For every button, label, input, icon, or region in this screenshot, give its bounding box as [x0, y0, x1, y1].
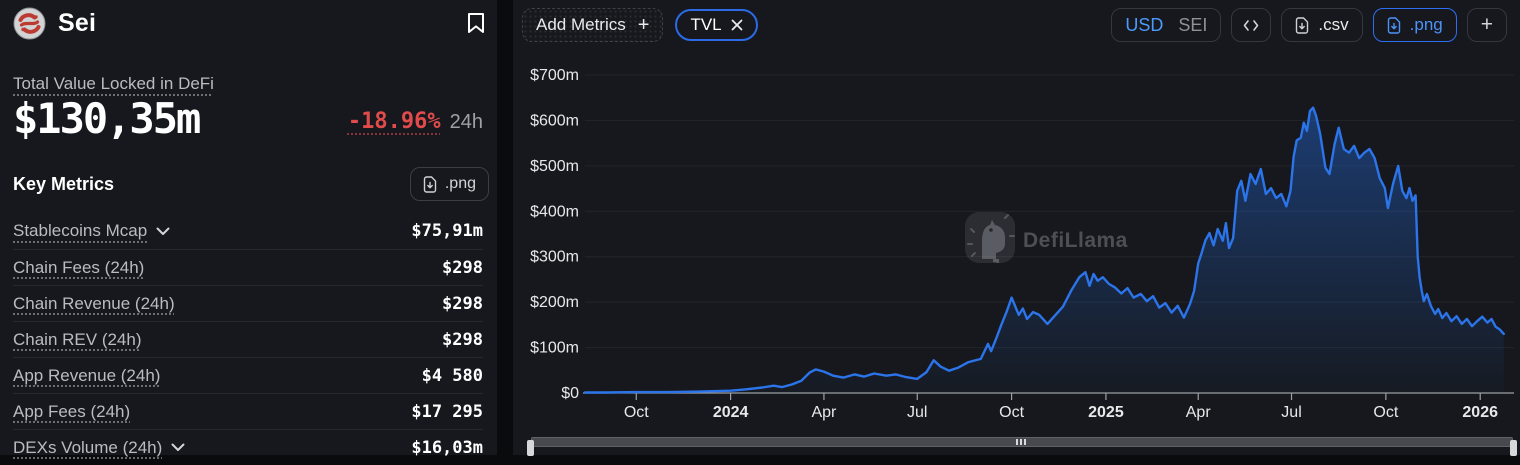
metric-label: App Fees (24h) — [13, 401, 131, 421]
metric-row: Stablecoins Mcap $75,91m — [13, 213, 483, 249]
metric-row: DEXs Volume (24h) $16,03m — [13, 429, 483, 465]
page-title: Sei — [58, 9, 97, 37]
key-metrics-header: Key Metrics .png — [13, 167, 489, 201]
chevron-down-icon[interactable] — [171, 443, 185, 452]
file-download-icon — [423, 175, 437, 193]
chain-brand: Sei — [13, 7, 96, 40]
key-metrics-title: Key Metrics — [13, 173, 115, 194]
download-png-button[interactable]: .png — [1372, 8, 1457, 42]
y-axis-tick-label: $600m — [530, 112, 579, 129]
metric-label: Stablecoins Mcap — [13, 221, 148, 240]
defillama-watermark: DefiLlama — [965, 212, 1128, 263]
chart-zoom-left-handle[interactable] — [527, 440, 534, 456]
y-axis-tick-label: $700m — [530, 67, 579, 84]
metric-value: $298 — [442, 257, 483, 278]
metric-row: App Fees (24h) $17 295 — [13, 393, 483, 429]
llama-silhouette — [982, 220, 1005, 263]
metric-label: Chain Fees (24h) — [13, 257, 145, 277]
x-axis-tick-label: Jul — [907, 404, 927, 421]
chart-zoom-right-handle[interactable] — [1510, 440, 1517, 456]
download-png-label: .png — [444, 175, 476, 192]
sei-logo-icon — [13, 7, 46, 40]
x-axis-tick-label: 2026 — [1462, 404, 1498, 421]
add-metrics-button[interactable]: Add Metrics + — [522, 8, 664, 42]
metric-value: $16,03m — [411, 437, 483, 458]
tvl-change-wrap: -18.96% 24h — [348, 109, 483, 140]
y-axis-tick-label: $500m — [530, 158, 579, 175]
y-axis-tick-label: $300m — [530, 249, 579, 266]
y-axis-tick-label: $400m — [530, 203, 579, 220]
metric-label: Chain REV (24h) — [13, 329, 142, 349]
bookmark-icon — [468, 13, 484, 33]
x-axis-tick-label: Oct — [1373, 404, 1398, 421]
watermark-text: DefiLlama — [1023, 229, 1128, 252]
tvl-row: $130,35m -18.96% 24h — [13, 98, 483, 140]
x-axis-tick-label: 2024 — [713, 404, 749, 421]
metric-row: Chain Revenue (24h) $298 — [13, 285, 483, 321]
tvl-area — [585, 107, 1504, 393]
x-axis-tick-label: Jul — [1281, 404, 1301, 421]
plus-icon: + — [1480, 13, 1493, 36]
x-axis-tick-label: Apr — [1186, 404, 1212, 421]
currency-sei-option[interactable]: SEI — [1178, 14, 1208, 35]
chart-toolbar-right: USD SEI .csv .png — [1111, 8, 1507, 42]
x-axis-tick-label: 2025 — [1088, 404, 1124, 421]
tvl-label[interactable]: Total Value Locked in DeFi — [13, 74, 214, 93]
tvl-change-percent[interactable]: -18.96% — [347, 109, 441, 134]
metric-label-link[interactable]: Chain Fees (24h) — [13, 258, 144, 278]
key-metrics-download-png-button[interactable]: .png — [409, 167, 489, 201]
metric-label-link[interactable]: App Revenue (24h) — [13, 366, 160, 386]
metric-label: DEXs Volume (24h) — [13, 437, 163, 457]
metric-row: App Revenue (24h) $4 580 — [13, 357, 483, 393]
chain-sidebar: Sei Total Value Locked in DeFi $130,35m … — [0, 0, 497, 458]
add-chart-button[interactable]: + — [1466, 8, 1507, 42]
add-metrics-label: Add Metrics — [536, 15, 626, 34]
key-metrics-list: Stablecoins Mcap $75,91m Chain Fees (24h… — [0, 213, 497, 465]
code-icon — [1244, 19, 1259, 31]
currency-usd-option[interactable]: USD — [1125, 14, 1164, 35]
chevron-down-icon[interactable] — [156, 227, 170, 236]
chart-toolbar: Add Metrics + TVL USD SEI — [522, 8, 1507, 42]
metric-row: Chain REV (24h) $298 — [13, 321, 483, 357]
tvl-chip-label: TVL — [690, 15, 722, 34]
metric-row: Chain Fees (24h) $298 — [13, 249, 483, 285]
metric-value: $75,91m — [411, 221, 483, 241]
metric-label-link[interactable]: App Fees (24h) — [13, 402, 130, 422]
metric-label-link[interactable]: DEXs Volume (24h) — [13, 438, 185, 458]
plus-icon: + — [637, 13, 650, 36]
download-csv-button[interactable]: .csv — [1281, 8, 1363, 42]
metric-value: $298 — [442, 329, 483, 350]
tvl-chart[interactable]: DefiLlama $0 $100m $200m $300m $400m $500m $60… — [513, 0, 1520, 455]
file-download-icon — [1387, 16, 1400, 34]
tvl-metric-chip[interactable]: TVL — [675, 9, 758, 41]
chart-zoom-grip-icon[interactable] — [1016, 439, 1026, 445]
chart-panel: Add Metrics + TVL USD SEI — [513, 0, 1520, 456]
file-download-icon — [1296, 16, 1309, 34]
png-label: .png — [1409, 15, 1443, 34]
metric-label-link[interactable]: Chain Revenue (24h) — [13, 294, 175, 314]
y-axis-tick-label: $0 — [561, 385, 579, 402]
metric-label: Chain Revenue (24h) — [13, 293, 175, 313]
tvl-change-period: 24h — [449, 111, 483, 133]
tvl-line — [583, 106, 1505, 394]
x-axis-tick-label: Oct — [624, 404, 649, 421]
y-axis-tick-label: $200m — [530, 294, 579, 311]
close-icon[interactable] — [731, 19, 743, 31]
x-axis-tick-label: Apr — [811, 404, 837, 421]
tvl-value: $130,35m — [13, 94, 201, 143]
metric-value: $4 580 — [421, 365, 483, 386]
bookmark-button[interactable] — [463, 10, 489, 36]
metric-value: $298 — [442, 293, 483, 314]
csv-label: .csv — [1318, 15, 1349, 34]
currency-toggle[interactable]: USD SEI — [1111, 8, 1222, 42]
metric-label-link[interactable]: Chain REV (24h) — [13, 330, 142, 350]
metric-value: $17 295 — [411, 401, 483, 422]
y-axis-tick-label: $100m — [530, 340, 579, 357]
x-axis-tick-label: Oct — [999, 404, 1024, 421]
metric-label-link[interactable]: Stablecoins Mcap — [13, 221, 170, 241]
embed-code-button[interactable] — [1231, 8, 1272, 42]
metric-label: App Revenue (24h) — [13, 365, 161, 385]
